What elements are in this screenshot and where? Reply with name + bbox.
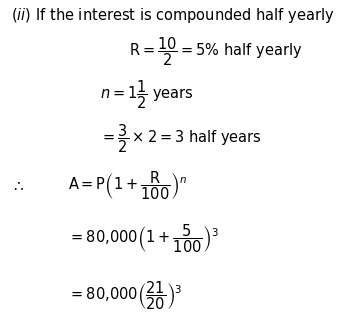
Text: $\mathrm{A} = \mathrm{P}\left(1 + \dfrac{\mathrm{R}}{100}\right)^{n}$: $\mathrm{A} = \mathrm{P}\left(1 + \dfrac… xyxy=(68,169,187,202)
Text: $\mathrm{R} = \dfrac{10}{2} = 5\%$ half yearly: $\mathrm{R} = \dfrac{10}{2} = 5\%$ half … xyxy=(129,35,302,68)
Text: $\therefore$: $\therefore$ xyxy=(11,178,25,193)
Text: $(ii)$ If the interest is compounded half yearly: $(ii)$ If the interest is compounded hal… xyxy=(11,6,334,24)
Text: $= \dfrac{3}{2} \times 2 = 3$ half years: $= \dfrac{3}{2} \times 2 = 3$ half years xyxy=(100,122,262,155)
Text: $= 80{,}000\left(1 + \dfrac{5}{100}\right)^{3}$: $= 80{,}000\left(1 + \dfrac{5}{100}\righ… xyxy=(68,222,219,255)
Text: $n = 1\dfrac{1}{2}$ years: $n = 1\dfrac{1}{2}$ years xyxy=(100,79,194,112)
Text: $= 80{,}000\left(\dfrac{21}{20}\right)^{3}$: $= 80{,}000\left(\dfrac{21}{20}\right)^{… xyxy=(68,279,182,312)
